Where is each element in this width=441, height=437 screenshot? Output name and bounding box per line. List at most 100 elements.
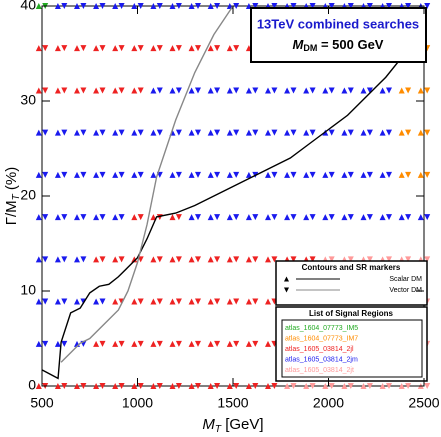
sr-marker	[322, 383, 335, 389]
sr-marker	[245, 340, 259, 347]
sr-marker	[188, 340, 201, 347]
x-tick-label: 1500	[217, 395, 248, 411]
sr-marker	[226, 340, 240, 347]
sr-marker	[245, 383, 259, 389]
sr-marker	[284, 383, 297, 389]
sr-marker	[93, 3, 106, 9]
y-axis-label: Γ/MT (%)	[3, 167, 22, 226]
sr-marker	[417, 171, 431, 178]
sr-marker	[169, 87, 182, 94]
sr-marker	[131, 129, 144, 136]
sr-legend-inner	[281, 319, 423, 378]
sr-marker	[226, 383, 240, 389]
sr-marker	[93, 340, 106, 347]
sr-marker	[35, 45, 49, 52]
sr-marker	[131, 87, 144, 94]
x-tick-label: 2500	[408, 395, 439, 411]
sr-legend-box	[275, 306, 428, 382]
y-label-main: Γ/M	[3, 200, 20, 225]
sr-marker	[207, 256, 221, 263]
sr-marker	[379, 129, 392, 136]
x-tick-label: 2000	[313, 395, 344, 411]
sr-marker	[150, 171, 163, 178]
sr-marker	[35, 171, 49, 178]
y-tick-label: 10	[20, 282, 36, 298]
legend-label: atlas_1604_07773_IM7	[285, 335, 358, 342]
sr-marker	[112, 129, 125, 136]
sr-marker	[150, 3, 163, 9]
sr-marker	[93, 87, 106, 94]
sr-marker	[188, 214, 201, 221]
sr-marker	[74, 3, 87, 9]
sr-marker	[112, 3, 125, 9]
sr-marker	[74, 87, 87, 94]
sr-marker	[112, 214, 125, 221]
sr-marker	[93, 256, 106, 263]
sr-marker	[169, 45, 182, 52]
sr-marker	[226, 298, 240, 305]
sr-marker	[341, 129, 354, 136]
sr-marker	[417, 214, 431, 221]
sr-marker	[398, 129, 412, 136]
sr-marker	[265, 214, 278, 221]
legend-label: atlas_1605_03814_2jt	[285, 367, 354, 374]
sr-marker	[169, 3, 182, 9]
sr-marker	[303, 214, 316, 221]
sr-marker	[35, 298, 49, 305]
sr-marker	[360, 214, 373, 221]
sr-marker	[150, 45, 163, 52]
sr-marker	[226, 45, 240, 52]
annotation-sub: DM	[303, 43, 317, 53]
sr-marker	[341, 171, 354, 178]
sr-marker	[93, 129, 106, 136]
sr-marker	[150, 298, 163, 305]
sr-marker	[35, 256, 49, 263]
legend-label: atlas_1605_03814_2jm	[285, 356, 358, 363]
legend-label: Vector DM	[389, 287, 422, 294]
sr-marker	[379, 171, 392, 178]
annotation-rest: = 500 GeV	[317, 37, 383, 52]
sr-marker	[74, 214, 87, 221]
sr-marker	[360, 129, 373, 136]
sr-marker	[54, 298, 68, 305]
sr-marker	[322, 171, 335, 178]
sr-marker	[207, 340, 221, 347]
sr-marker	[360, 171, 373, 178]
x-axis-label: MT [GeV]	[202, 416, 263, 435]
sr-marker	[188, 129, 201, 136]
sr-marker	[226, 171, 240, 178]
sr-marker	[188, 3, 201, 9]
sr-marker	[303, 383, 316, 389]
sr-marker	[54, 87, 68, 94]
sr-marker	[54, 383, 68, 389]
sr-marker	[74, 171, 87, 178]
sr-marker	[207, 3, 221, 9]
sr-marker	[379, 214, 392, 221]
sr-marker	[226, 214, 240, 221]
sr-marker	[360, 383, 373, 389]
sr-marker	[398, 214, 412, 221]
sr-marker	[169, 171, 182, 178]
sr-marker	[131, 340, 144, 347]
x-label-main: M	[202, 416, 215, 433]
sr-marker	[131, 3, 144, 9]
annotation-line2: MDM = 500 GeV	[293, 37, 384, 53]
sr-marker	[188, 45, 201, 52]
annotation-line1: 13TeV combined searches	[257, 16, 419, 31]
sr-marker	[74, 129, 87, 136]
sr-marker	[245, 256, 259, 263]
sr-marker	[35, 340, 49, 347]
sr-marker	[93, 383, 106, 389]
sr-marker	[322, 214, 335, 221]
y-tick-label: 40	[20, 0, 36, 13]
sr-marker	[303, 87, 316, 94]
sr-marker	[131, 298, 144, 305]
sr-marker	[265, 129, 278, 136]
sr-marker	[54, 129, 68, 136]
sr-marker	[226, 256, 240, 263]
sr-marker	[245, 214, 259, 221]
sr-marker	[188, 298, 201, 305]
sr-marker	[379, 87, 392, 94]
sr-marker	[226, 3, 240, 9]
sr-marker	[188, 171, 201, 178]
